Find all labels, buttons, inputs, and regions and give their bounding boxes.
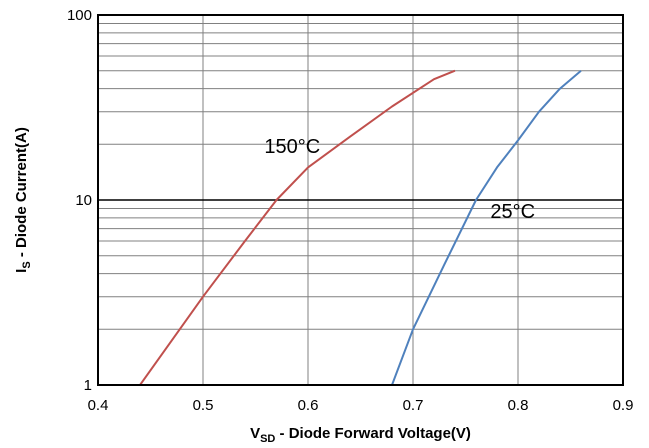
x-axis-title-rest: - Diode Forward Voltage(V) — [275, 425, 471, 442]
x-tick-labels: 0.4 0.5 0.6 0.7 0.8 0.9 — [88, 397, 634, 414]
series-line-1 — [391, 69, 582, 386]
y-axis-title-subscript: S — [21, 261, 33, 268]
series-line-0 — [139, 69, 456, 386]
x-tick-label: 0.6 — [298, 397, 319, 414]
x-tick-label: 0.9 — [613, 397, 634, 414]
y-tick-labels: 1 10 100 — [67, 7, 92, 394]
x-tick-label: 0.8 — [508, 397, 529, 414]
series-layer — [139, 69, 582, 386]
plot-frame — [97, 14, 624, 386]
curve-annotation-label: 150°C — [264, 136, 320, 158]
x-axis-title-subscript: SD — [260, 433, 275, 445]
x-tick-label: 0.7 — [403, 397, 424, 414]
y-tick-label: 10 — [75, 192, 92, 209]
y-tick-label: 100 — [67, 7, 92, 24]
y-axis-title-main: I — [13, 269, 30, 273]
y-axis-title: IS - Diode Current(A) — [13, 127, 33, 273]
x-axis-title: VSD - Diode Forward Voltage(V) — [250, 425, 471, 445]
minor-gridlines — [98, 22, 623, 330]
x-tick-label: 0.4 — [88, 397, 109, 414]
x-tick-label: 0.5 — [193, 397, 214, 414]
curve-annotations: 150°C 25°C — [264, 136, 535, 223]
curve-annotation-label: 25°C — [490, 201, 535, 223]
y-tick-label: 1 — [84, 377, 92, 394]
x-axis-title-main: V — [250, 425, 260, 442]
y-axis-title-rest: - Diode Current(A) — [13, 127, 30, 261]
